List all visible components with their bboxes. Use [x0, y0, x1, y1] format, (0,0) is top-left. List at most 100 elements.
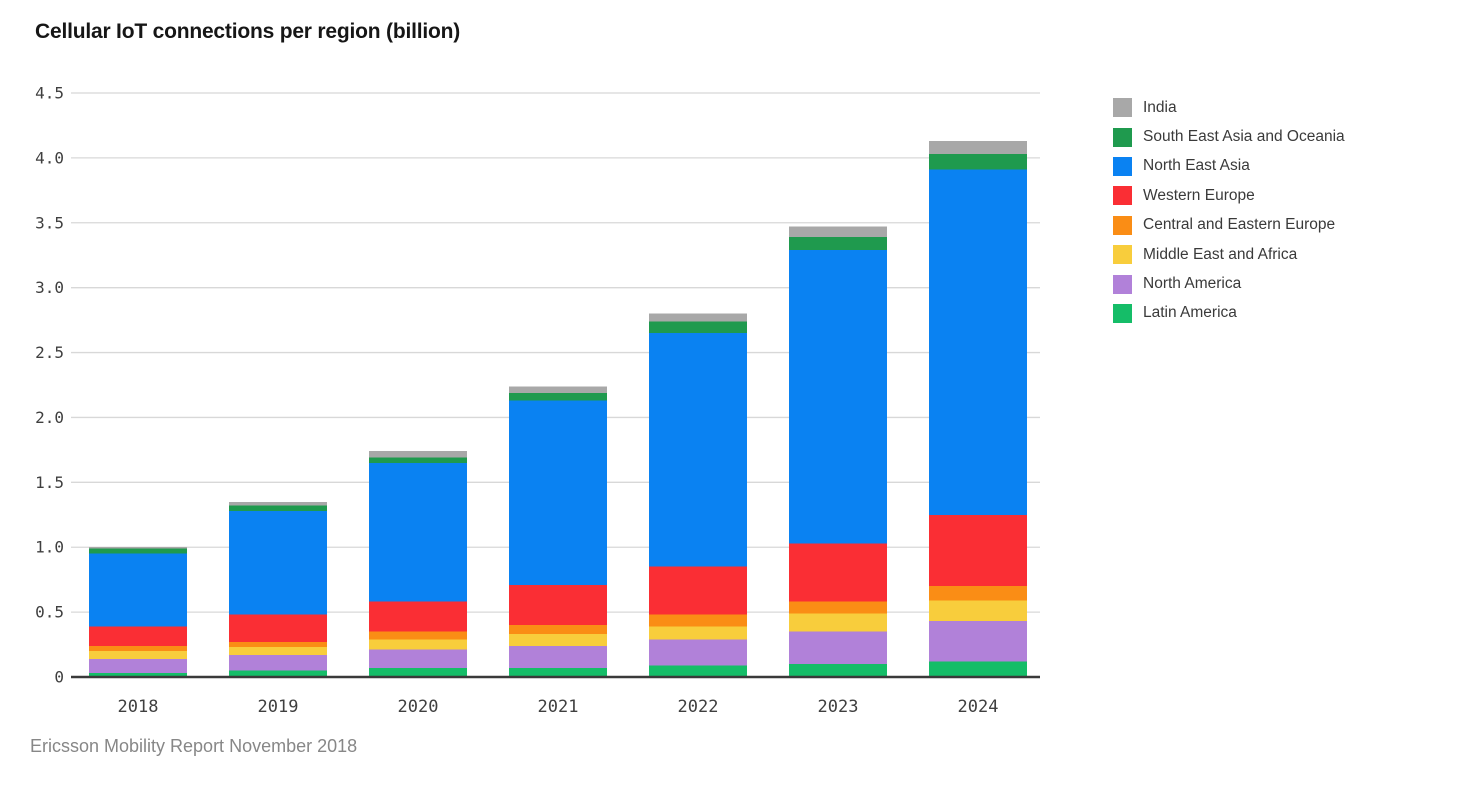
- y-tick-label: 1.0: [35, 538, 64, 557]
- bar-segment-latin-america-2023: [789, 664, 887, 677]
- bar-segment-middle-east-and-africa-2019: [229, 647, 327, 655]
- bar-segment-north-east-asia-2020: [369, 462, 467, 602]
- bar-segment-india-2023: [789, 226, 887, 238]
- bar-segment-north-east-asia-2022: [649, 333, 747, 567]
- bar-segment-western-europe-2018: [89, 626, 187, 646]
- legend-item-north-east-asia: North East Asia: [1113, 152, 1345, 181]
- y-tick-label: 0: [54, 668, 64, 687]
- bar-segment-central-and-eastern-europe-2023: [789, 601, 887, 614]
- legend-item-north-america: North America: [1113, 269, 1345, 298]
- bar-segment-latin-america-2024: [929, 661, 1027, 677]
- x-tick-label: 2024: [958, 697, 999, 717]
- x-tick-label: 2020: [398, 697, 439, 717]
- y-tick-label: 3.5: [35, 213, 64, 232]
- bar-segment-central-and-eastern-europe-2022: [649, 614, 747, 627]
- bar-segment-middle-east-and-africa-2024: [929, 600, 1027, 622]
- legend-item-middle-east-and-africa: Middle East and Africa: [1113, 240, 1345, 269]
- bar-segment-india-2019: [229, 501, 327, 506]
- y-tick-label: 4.0: [35, 148, 64, 167]
- bar-segment-western-europe-2022: [649, 566, 747, 615]
- bar-segment-middle-east-and-africa-2018: [89, 651, 187, 659]
- bar-segment-north-america-2022: [649, 639, 747, 666]
- bar-segment-western-europe-2023: [789, 543, 887, 602]
- bar-segment-north-america-2021: [509, 645, 607, 668]
- bar-segment-north-east-asia-2023: [789, 250, 887, 544]
- bar-segment-south-east-asia-and-oceania-2023: [789, 237, 887, 251]
- bar-segment-latin-america-2020: [369, 667, 467, 677]
- y-tick-label: 1.5: [35, 473, 64, 492]
- bar-segment-middle-east-and-africa-2022: [649, 626, 747, 640]
- bar-segment-india-2018: [89, 547, 187, 549]
- bar-segment-western-europe-2024: [929, 514, 1027, 587]
- bar-segment-latin-america-2022: [649, 665, 747, 677]
- legend-label: Central and Eastern Europe: [1143, 216, 1336, 234]
- legend-item-india: India: [1113, 93, 1345, 122]
- y-tick-label: 4.5: [35, 84, 64, 103]
- bar-segment-central-and-eastern-europe-2024: [929, 586, 1027, 601]
- legend-label: Middle East and Africa: [1143, 245, 1298, 263]
- bar-segment-north-america-2023: [789, 631, 887, 665]
- bar-segment-latin-america-2018: [89, 673, 187, 677]
- legend-label: India: [1143, 98, 1177, 116]
- bar-segment-middle-east-and-africa-2021: [509, 634, 607, 646]
- bar-segment-south-east-asia-and-oceania-2020: [369, 457, 467, 463]
- bar-segment-south-east-asia-and-oceania-2019: [229, 505, 327, 511]
- chart-canvas: 0 0.5 1.0 1.5 2.0 2.5 3.0 3.5 4.0 4.5 2018 2019 2020…: [35, 84, 1040, 717]
- legend-swatch-south-east-asia-and-oceania: [1113, 127, 1132, 147]
- bar-segment-central-and-eastern-europe-2018: [89, 645, 187, 652]
- bar-segment-north-east-asia-2024: [929, 169, 1027, 515]
- bar-segment-india-2021: [509, 386, 607, 393]
- y-tick-label: 3.0: [35, 278, 64, 297]
- bar-segment-central-and-eastern-europe-2020: [369, 631, 467, 640]
- bar-segment-india-2020: [369, 451, 467, 458]
- legend-label: Western Europe: [1143, 186, 1255, 204]
- legend-item-central-and-eastern-europe: Central and Eastern Europe: [1113, 211, 1345, 240]
- bar-segment-north-america-2024: [929, 621, 1027, 662]
- bar-segment-north-east-asia-2021: [509, 400, 607, 585]
- bar-segment-western-europe-2021: [509, 584, 607, 626]
- bar-segment-south-east-asia-and-oceania-2022: [649, 321, 747, 334]
- legend-swatch-india: [1113, 98, 1132, 118]
- x-tick-label: 2023: [818, 697, 859, 717]
- legend-swatch-north-america: [1113, 274, 1132, 294]
- bar-segment-north-america-2018: [89, 658, 187, 674]
- x-tick-label: 2018: [118, 697, 159, 717]
- bar-segment-india-2024: [929, 141, 1027, 154]
- bar-segment-north-america-2020: [369, 649, 467, 668]
- bar-segment-western-europe-2020: [369, 601, 467, 632]
- legend-label: North East Asia: [1143, 157, 1250, 175]
- bar-segment-western-europe-2019: [229, 614, 327, 642]
- y-tick-label: 2.5: [35, 343, 64, 362]
- legend-label: North America: [1143, 275, 1242, 293]
- legend-swatch-latin-america: [1113, 303, 1132, 323]
- y-tick-label: 2.0: [35, 408, 64, 427]
- bar-segment-india-2022: [649, 313, 747, 322]
- bar-segment-north-east-asia-2019: [229, 510, 327, 615]
- bar-segment-central-and-eastern-europe-2019: [229, 641, 327, 648]
- bar-segment-south-east-asia-and-oceania-2018: [89, 548, 187, 554]
- bar-segment-south-east-asia-and-oceania-2021: [509, 392, 607, 401]
- bar-segment-middle-east-and-africa-2020: [369, 639, 467, 650]
- bar-segment-south-east-asia-and-oceania-2024: [929, 153, 1027, 170]
- bar-segment-north-america-2019: [229, 654, 327, 671]
- bar-segment-central-and-eastern-europe-2021: [509, 625, 607, 635]
- bar-segment-middle-east-and-africa-2023: [789, 613, 887, 632]
- bar-segment-latin-america-2021: [509, 667, 607, 677]
- x-tick-label: 2019: [258, 697, 299, 717]
- legend-label: South East Asia and Oceania: [1143, 128, 1345, 146]
- chart-legend: India South East Asia and Oceania North Ea…: [1113, 93, 1345, 328]
- legend-item-south-east-asia-and-oceania: South East Asia and Oceania: [1113, 122, 1345, 151]
- legend-swatch-western-europe: [1113, 186, 1132, 206]
- legend-swatch-north-east-asia: [1113, 156, 1132, 176]
- x-tick-label: 2022: [678, 697, 719, 717]
- chart-title: Cellular IoT connections per region (bil…: [35, 20, 461, 43]
- legend-swatch-middle-east-and-africa: [1113, 245, 1132, 265]
- legend-item-latin-america: Latin America: [1113, 299, 1345, 328]
- legend-label: Latin America: [1143, 304, 1237, 322]
- legend-item-western-europe: Western Europe: [1113, 181, 1345, 210]
- bar-segment-north-east-asia-2018: [89, 553, 187, 627]
- legend-swatch-central-and-eastern-europe: [1113, 215, 1132, 235]
- source-caption: Ericsson Mobility Report November 2018: [30, 736, 358, 756]
- bar-segment-latin-america-2019: [229, 670, 327, 677]
